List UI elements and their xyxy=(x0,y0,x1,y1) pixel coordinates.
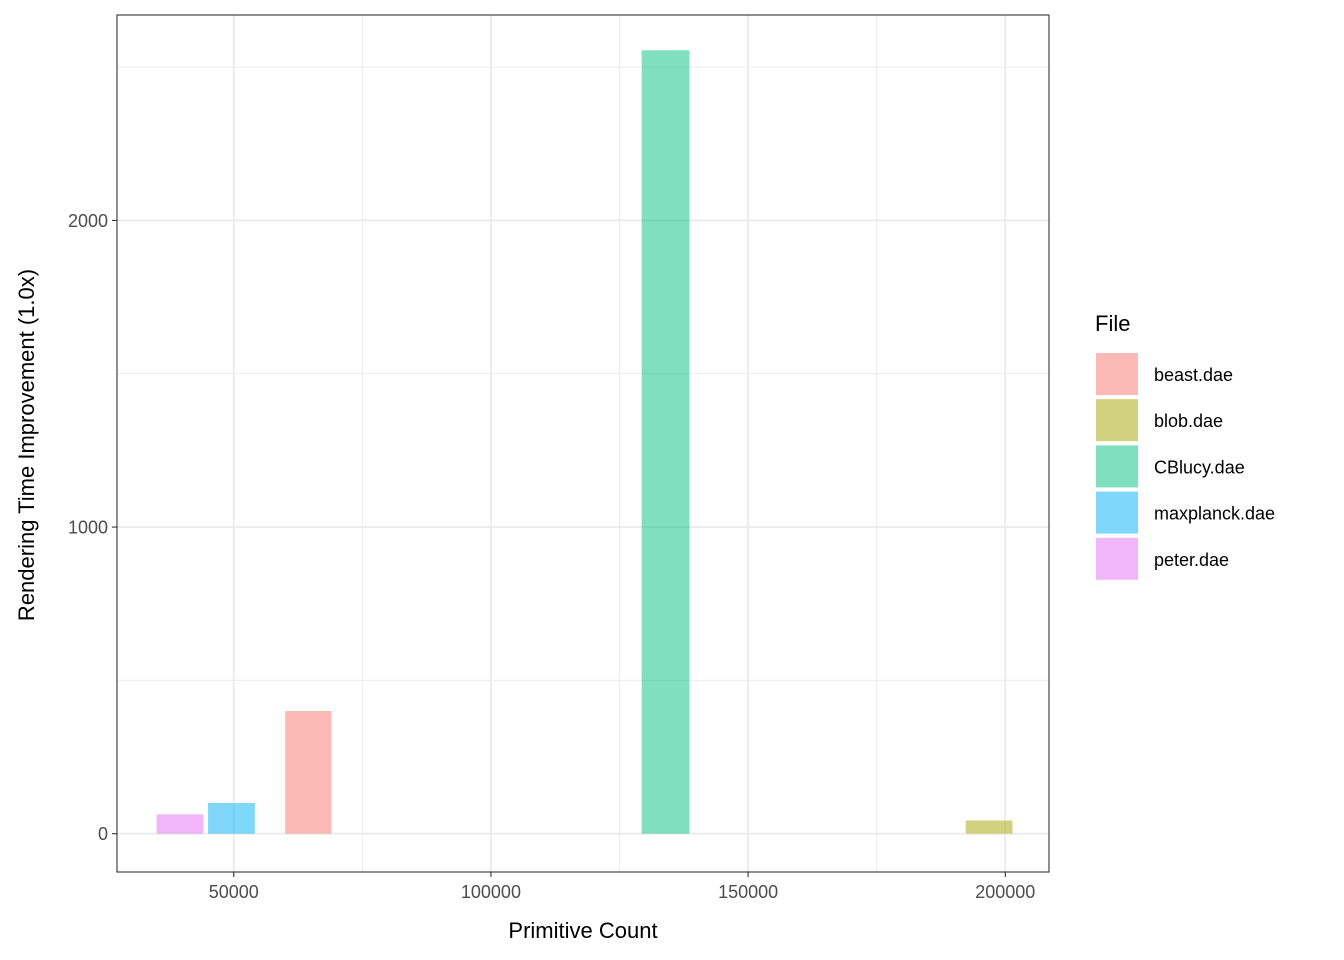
legend-label: CBlucy.dae xyxy=(1154,457,1245,477)
legend-items: beast.dae blob.dae CBlucy.dae maxplanck.dae… xyxy=(1096,353,1275,580)
x-tick-label: 200000 xyxy=(975,882,1035,902)
bar-beast-dae xyxy=(285,711,332,834)
x-tick-label: 50000 xyxy=(209,882,259,902)
y-tick-label: 1000 xyxy=(68,518,108,538)
y-axis-title: Rendering Time Improvement (1.0x) xyxy=(14,269,39,621)
bar-maxplanck-dae xyxy=(208,803,255,834)
panel-border xyxy=(116,14,1050,873)
x-tick-label: 100000 xyxy=(461,882,521,902)
legend-label: peter.dae xyxy=(1154,550,1229,570)
legend-key xyxy=(1096,445,1138,488)
bar-peter-dae xyxy=(156,814,204,834)
plot-panel xyxy=(116,14,1050,873)
legend-key xyxy=(1096,491,1138,534)
bar-blob-dae xyxy=(965,820,1013,834)
panel-background xyxy=(117,15,1049,872)
legend-key xyxy=(1096,399,1138,442)
x-tick-label: 150000 xyxy=(718,882,778,902)
legend-key xyxy=(1096,353,1138,395)
x-axis-title: Primitive Count xyxy=(508,918,657,943)
y-axis: 0 1000 2000 xyxy=(68,211,117,844)
y-tick-label: 0 xyxy=(98,824,108,844)
bar-cblucy-dae xyxy=(641,50,690,834)
legend-label: beast.dae xyxy=(1154,365,1233,385)
minor-gridlines xyxy=(117,15,1049,872)
legend-label: maxplanck.dae xyxy=(1154,504,1275,524)
legend: File beast.dae blob.dae CBlucy.dae maxplanc… xyxy=(1095,311,1275,580)
legend-label: blob.dae xyxy=(1154,411,1223,431)
legend-title: File xyxy=(1095,311,1130,336)
x-axis: 50000 100000 150000 200000 xyxy=(209,872,1035,902)
y-tick-label: 2000 xyxy=(68,211,108,231)
legend-key xyxy=(1096,537,1138,580)
bars xyxy=(156,50,1013,834)
major-gridlines xyxy=(117,15,1049,872)
